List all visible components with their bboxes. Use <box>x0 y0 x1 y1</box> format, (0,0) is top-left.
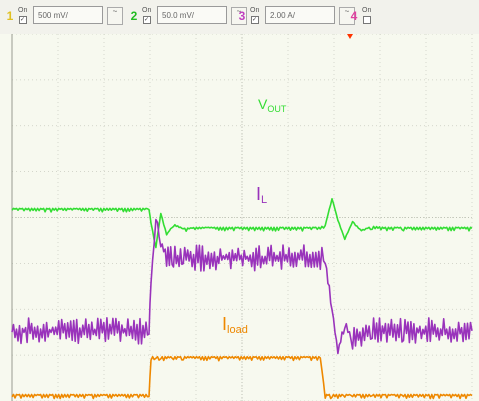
channel-1-number: 1 <box>6 9 14 23</box>
series-label-load: Iload <box>222 314 248 336</box>
trace-v-out <box>11 198 473 249</box>
channel-2-number: 2 <box>130 9 138 23</box>
channel-3-scale-field[interactable]: 2.00 A/ <box>265 6 335 24</box>
channel-1-coupling-icon[interactable]: ~ <box>107 7 123 25</box>
waveform-plot: VOUT IL Iload <box>0 34 479 401</box>
channel-1-scale-field[interactable]: 500 mV/ <box>33 6 103 24</box>
channel-3-on-checkbox[interactable]: ✓ <box>251 16 259 24</box>
channel-3-coupling-icon[interactable]: ~ <box>339 7 355 25</box>
plot-background <box>0 34 479 401</box>
waveform-traces <box>11 198 473 400</box>
trigger-marker-icon <box>347 34 353 39</box>
channel-2-on-checkbox[interactable]: ✓ <box>143 16 151 24</box>
channel-3-on-label: On <box>250 7 260 14</box>
channel-4-on-label: On <box>362 7 372 14</box>
channel-toolbar: 1 On ✓ 500 mV/ ~ 2 On ✓ 50.0 mV/ ~ 3 On … <box>0 0 479 34</box>
channel-2-on-label: On <box>142 7 152 14</box>
plot-grid <box>11 34 473 401</box>
trace-labels: VOUT IL Iload <box>222 96 287 336</box>
channel-2-coupling-icon[interactable]: ~ <box>231 7 247 25</box>
series-label-l: IL <box>256 184 267 206</box>
channel-2-scale-field[interactable]: 50.0 mV/ <box>157 6 227 24</box>
channel-1-on-checkbox[interactable]: ✓ <box>19 16 27 24</box>
channel-3-number: 3 <box>238 9 246 23</box>
trace-i-load <box>11 355 473 400</box>
series-label-out: VOUT <box>258 96 287 114</box>
channel-4-on-checkbox[interactable] <box>363 16 371 24</box>
channel-4-number: 4 <box>350 9 358 23</box>
channel-1-on-label: On <box>18 7 28 14</box>
trace-i-l <box>11 218 473 355</box>
